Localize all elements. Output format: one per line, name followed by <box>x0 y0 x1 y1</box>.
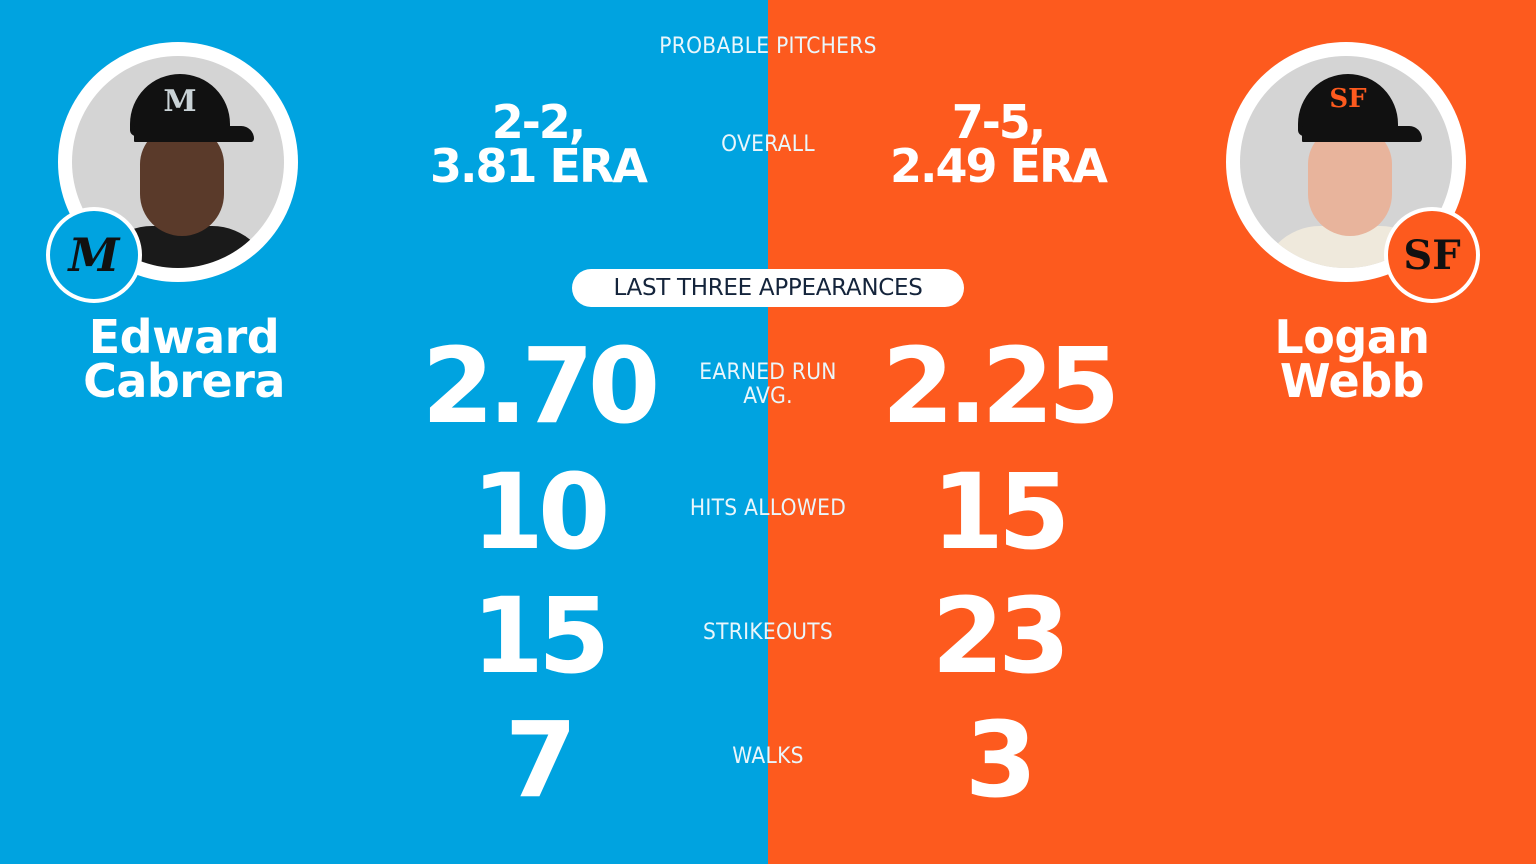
right-walks-value: 3 <box>964 699 1037 821</box>
overall-label: OVERALL <box>721 132 815 157</box>
section-header-pill: LAST THREE APPEARANCES <box>572 269 964 307</box>
right-pitcher-name: Logan Webb <box>1274 310 1430 408</box>
walks-label: WALKS <box>732 744 804 769</box>
left-strikeouts-value: 15 <box>471 575 611 697</box>
right-overall-record: 7-5, 2.49 ERA <box>890 95 1108 193</box>
graphic-title: PROBABLE PITCHERS <box>659 34 877 59</box>
right-hits-value: 15 <box>931 451 1071 573</box>
marlins-logo-icon: M <box>46 207 142 303</box>
strikeouts-label: STRIKEOUTS <box>702 620 834 645</box>
giants-logo-icon: SF <box>1384 207 1480 303</box>
right-pitcher-photo: SF <box>1240 56 1452 268</box>
marlins-cap-logo-icon: M <box>163 84 197 119</box>
right-era-value: 2.25 <box>881 325 1121 447</box>
left-era-value: 2.70 <box>421 325 661 447</box>
era-label: EARNED RUN AVG. <box>699 360 837 409</box>
left-hits-value: 10 <box>471 451 611 573</box>
left-pitcher-name: Edward Cabrera <box>83 310 285 408</box>
left-overall-record: 2-2, 3.81 ERA <box>430 95 648 193</box>
right-strikeouts-value: 23 <box>931 575 1071 697</box>
giants-cap-logo-icon: SF <box>1329 84 1367 114</box>
right-pitcher-headshot: SF <box>1226 42 1466 282</box>
left-walks-value: 7 <box>504 699 577 821</box>
hits-label: HITS ALLOWED <box>689 496 847 521</box>
